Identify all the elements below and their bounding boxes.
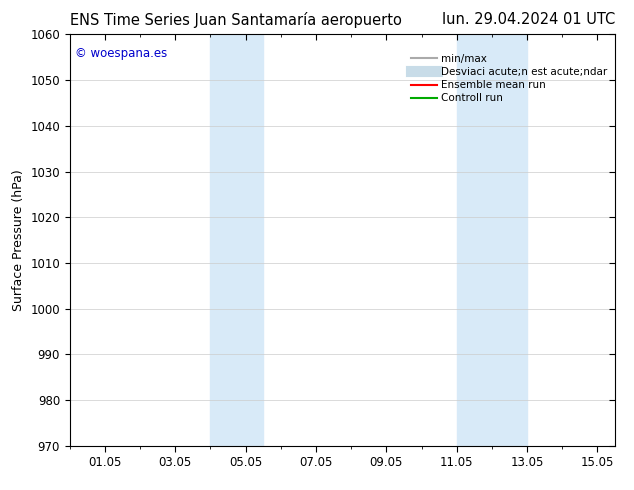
Y-axis label: Surface Pressure (hPa): Surface Pressure (hPa) (11, 169, 25, 311)
Text: lun. 29.04.2024 01 UTC: lun. 29.04.2024 01 UTC (442, 12, 615, 27)
Bar (456, 34, 527, 446)
Text: ENS Time Series Juan Santamaría aeropuerto: ENS Time Series Juan Santamaría aeropuer… (70, 12, 401, 28)
Bar (210, 34, 263, 446)
Legend: min/max, Desviaci acute;n est acute;ndar, Ensemble mean run, Controll run: min/max, Desviaci acute;n est acute;ndar… (407, 50, 612, 107)
Text: © woespana.es: © woespana.es (75, 47, 167, 60)
